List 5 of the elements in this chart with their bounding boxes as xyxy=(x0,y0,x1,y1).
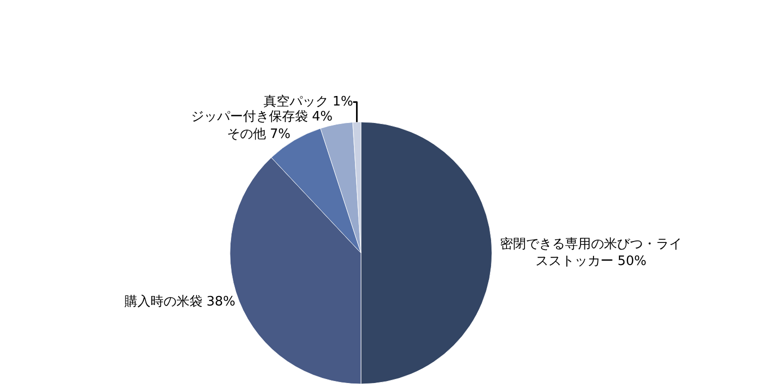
slice-label: 密閉できる専用の米びつ・ライスストッカー 50% xyxy=(500,237,682,269)
slice-label: ジッパー付き保存袋 4% xyxy=(190,110,333,125)
slice-label: その他 7% xyxy=(226,127,291,142)
slice-label: 真空パック 1% xyxy=(263,94,354,110)
slice-label: 購入時の米袋 38% xyxy=(124,294,236,310)
